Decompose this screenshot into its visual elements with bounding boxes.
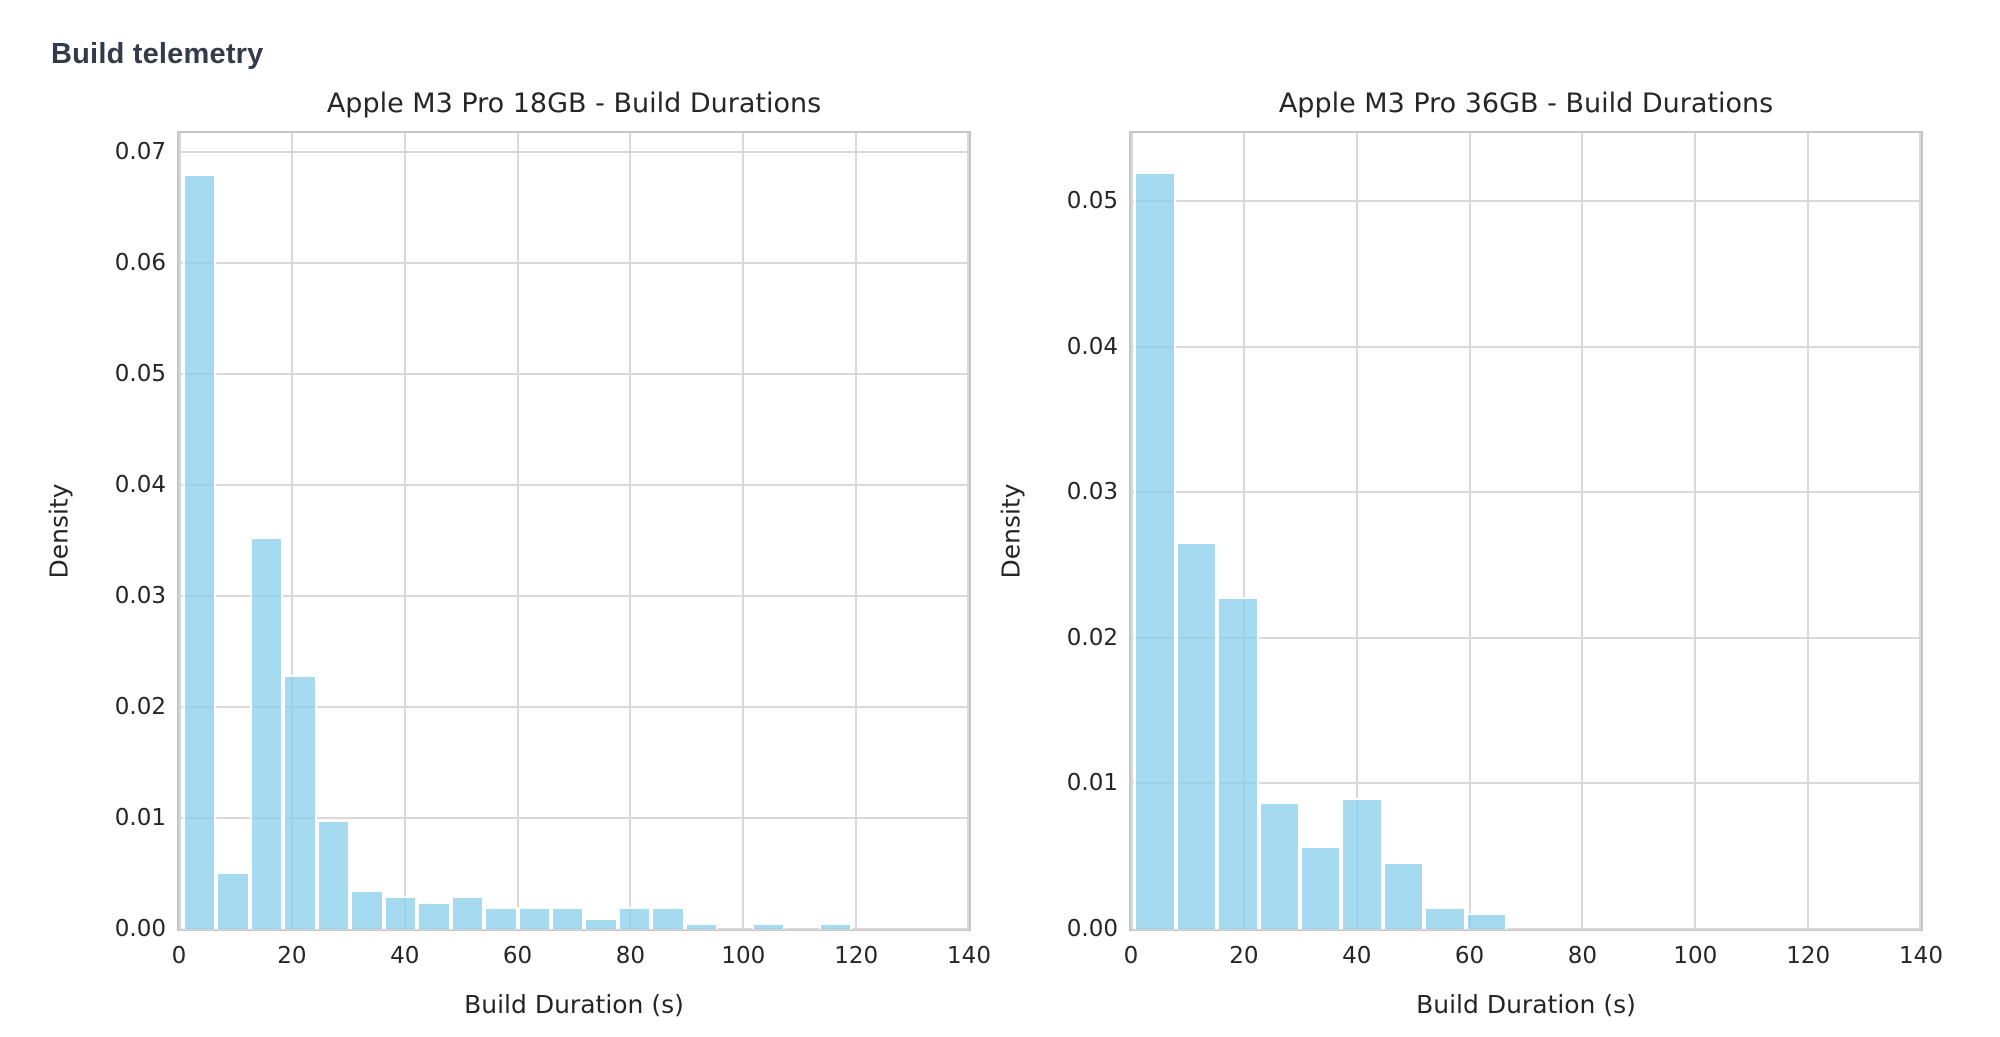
- x-gridline: [1807, 133, 1810, 929]
- histogram-bar: [316, 820, 351, 929]
- y-axis-label: Density: [44, 483, 74, 579]
- x-gridline: [290, 133, 293, 929]
- x-axis-label: Build Duration (s): [464, 990, 684, 1019]
- x-tick-label: 60: [1454, 943, 1485, 969]
- y-axis-label: Density: [996, 483, 1026, 579]
- x-tick-label: 120: [834, 943, 879, 969]
- histogram-bar: [551, 906, 585, 929]
- x-gridline: [855, 133, 858, 929]
- y-gridline: [1131, 636, 1921, 639]
- y-tick-label: 0.03: [114, 582, 166, 609]
- histogram-bar: [684, 923, 719, 929]
- x-gridline: [179, 133, 181, 929]
- histogram-bar: [517, 906, 552, 929]
- x-tick-label: 0: [1123, 943, 1139, 969]
- x-gridline: [1694, 133, 1697, 929]
- x-tick-label: 40: [390, 943, 420, 969]
- x-tick-label: 0: [171, 943, 187, 969]
- histogram-bar: [450, 895, 485, 929]
- y-gridline: [1131, 491, 1921, 494]
- y-gridline: [179, 705, 969, 708]
- chart-title: Apple M3 Pro 18GB - Build Durations: [326, 88, 822, 119]
- y-gridline: [179, 594, 969, 597]
- x-tick-label: 40: [1342, 943, 1372, 969]
- chart-title: Apple M3 Pro 36GB - Build Durations: [1278, 88, 1774, 119]
- y-tick-label: 0.00: [114, 916, 166, 942]
- histogram-bar: [1175, 541, 1218, 929]
- y-gridline: [1131, 345, 1921, 348]
- histogram-bar: [1300, 846, 1342, 929]
- page-title: Build telemetry: [51, 38, 264, 70]
- plot-area: [177, 131, 971, 931]
- y-tick-label: 0.03: [1066, 479, 1118, 506]
- y-gridline: [179, 261, 969, 264]
- x-tick-label: 80: [615, 943, 646, 969]
- histogram-bar: [818, 923, 853, 929]
- x-axis-label: Build Duration (s): [1416, 990, 1636, 1019]
- histogram-bar: [484, 906, 518, 929]
- y-tick-label: 0.01: [1066, 770, 1118, 797]
- x-tick-label: 100: [721, 943, 766, 969]
- histogram-bar: [1258, 802, 1300, 929]
- histogram-bar: [182, 174, 217, 929]
- y-tick-label: 0.05: [1066, 188, 1118, 215]
- histogram-bar: [249, 537, 284, 929]
- y-tick-label: 0.04: [1066, 333, 1118, 360]
- histogram-bar: [1424, 907, 1466, 929]
- y-gridline: [179, 372, 969, 375]
- histogram-bar: [1217, 597, 1259, 929]
- histogram-bar: [651, 906, 685, 929]
- x-tick-label: 100: [1673, 943, 1718, 969]
- x-gridline: [1131, 133, 1133, 929]
- x-gridline: [516, 133, 519, 929]
- histogram-bar: [350, 890, 384, 929]
- x-gridline: [1355, 133, 1358, 929]
- histogram-bar: [1341, 798, 1383, 929]
- x-tick-label: 20: [1229, 943, 1259, 969]
- histogram-bar: [216, 872, 250, 929]
- histogram-bar: [751, 923, 786, 929]
- y-gridline: [179, 150, 969, 153]
- y-gridline: [1131, 928, 1921, 930]
- plot-area: [1129, 131, 1923, 931]
- histogram-bar: [383, 895, 418, 929]
- histogram-bar: [617, 906, 652, 929]
- y-tick-label: 0.00: [1066, 916, 1118, 942]
- x-tick-label: 80: [1567, 943, 1598, 969]
- x-gridline: [1919, 133, 1921, 929]
- x-gridline: [967, 133, 969, 929]
- y-tick-label: 0.07: [114, 138, 166, 165]
- x-tick-label: 140: [947, 943, 991, 969]
- x-tick-label: 120: [1786, 943, 1831, 969]
- x-tick-label: 60: [502, 943, 533, 969]
- histogram-bar: [1465, 913, 1508, 929]
- y-gridline: [179, 928, 969, 930]
- x-gridline: [742, 133, 745, 929]
- y-gridline: [179, 483, 969, 486]
- y-tick-label: 0.06: [114, 249, 166, 276]
- histogram-bar: [1134, 172, 1176, 929]
- y-gridline: [1131, 782, 1921, 785]
- y-tick-label: 0.01: [114, 804, 166, 831]
- y-tick-label: 0.02: [114, 693, 166, 720]
- y-tick-label: 0.02: [1066, 624, 1118, 651]
- y-tick-label: 0.04: [114, 471, 166, 498]
- histogram-bar: [283, 674, 317, 929]
- histogram-bar: [1382, 862, 1425, 929]
- x-gridline: [1242, 133, 1245, 929]
- x-gridline: [1581, 133, 1584, 929]
- x-tick-label: 140: [1899, 943, 1943, 969]
- y-tick-label: 0.05: [114, 360, 166, 387]
- y-gridline: [179, 816, 969, 819]
- x-gridline: [403, 133, 406, 929]
- x-gridline: [1468, 133, 1471, 929]
- histogram-bar: [584, 917, 618, 929]
- x-tick-label: 20: [277, 943, 307, 969]
- y-gridline: [1131, 200, 1921, 203]
- histogram-bar: [417, 902, 451, 929]
- x-gridline: [629, 133, 632, 929]
